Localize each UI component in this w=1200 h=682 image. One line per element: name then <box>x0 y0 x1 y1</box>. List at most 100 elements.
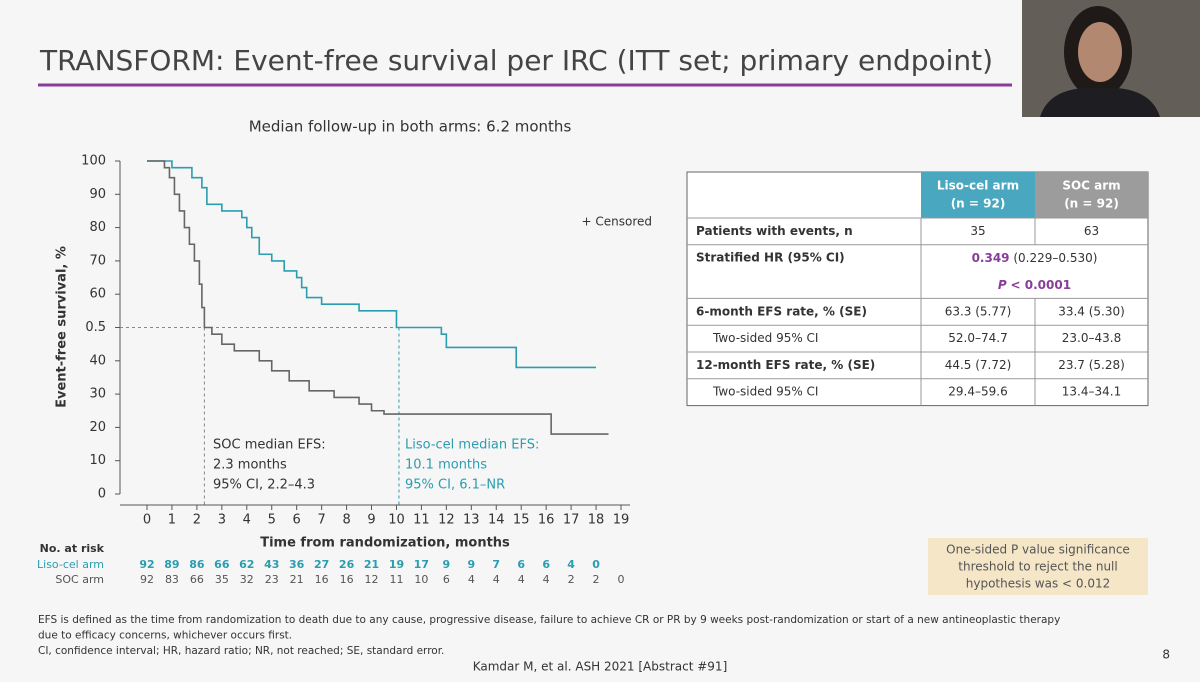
cell-part: (0.229–0.530) <box>1013 251 1097 265</box>
risk-count: 27 <box>314 558 329 571</box>
risk-count: 32 <box>240 573 254 586</box>
x-axis-label: Time from randomization, months <box>260 536 510 551</box>
median-annotation: Liso-cel median EFS: <box>405 438 539 453</box>
risk-count: 11 <box>389 573 403 586</box>
x-tick-label: 5 <box>268 513 276 528</box>
median-annotation: SOC median EFS: <box>213 438 326 453</box>
risk-row-label: SOC arm <box>55 573 104 586</box>
citation: Kamdar M, et al. ASH 2021 [Abstract #91] <box>473 660 728 674</box>
risk-count: 4 <box>567 558 575 571</box>
table-cell: 29.4–59.6 <box>948 385 1007 399</box>
risk-count: 12 <box>365 573 379 586</box>
risk-count: 86 <box>189 558 205 571</box>
risk-count: 17 <box>414 558 429 571</box>
row-label: Stratified HR (95% CI) <box>696 251 845 265</box>
x-tick-label: 19 <box>613 513 630 528</box>
y-tick-label: 0 <box>98 487 106 502</box>
risk-count: 7 <box>492 558 500 571</box>
km-curve <box>147 160 609 435</box>
header-soc <box>1035 172 1148 218</box>
censored-legend: + Censored <box>582 215 653 229</box>
table-cell: 52.0–74.7 <box>948 331 1007 345</box>
chart-subtitle: Median follow-up in both arms: 6.2 month… <box>249 118 572 136</box>
row-label: 6-month EFS rate, % (SE) <box>696 304 867 318</box>
risk-count: 19 <box>389 558 404 571</box>
table-cell: 23.7 (5.28) <box>1058 358 1125 372</box>
x-tick-label: 9 <box>367 513 375 528</box>
x-tick-label: 10 <box>388 513 405 528</box>
risk-count: 66 <box>190 573 204 586</box>
y-tick-label: 30 <box>89 387 106 402</box>
risk-count: 35 <box>215 573 229 586</box>
risk-count: 23 <box>265 573 279 586</box>
risk-count: 89 <box>164 558 179 571</box>
risk-count: 6 <box>542 558 550 571</box>
cell-part: < 0.0001 <box>1011 278 1072 292</box>
row-label: Patients with events, n <box>696 224 853 238</box>
risk-count: 4 <box>543 573 550 586</box>
footnote: CI, confidence interval; HR, hazard rati… <box>38 645 444 657</box>
x-tick-label: 8 <box>342 513 350 528</box>
y-tick-label: 10 <box>89 453 106 468</box>
table-cell: 0.349 (0.229–0.530) <box>972 251 1098 265</box>
row-label: 12-month EFS rate, % (SE) <box>696 358 875 372</box>
risk-count: 36 <box>289 558 305 571</box>
x-tick-label: 15 <box>513 513 530 528</box>
column-header: (n = 92) <box>951 197 1006 211</box>
risk-count: 2 <box>593 573 600 586</box>
y-tick-label: 70 <box>89 253 106 268</box>
column-header: SOC arm <box>1062 179 1120 193</box>
table-cell: 35 <box>970 224 985 238</box>
x-tick-label: 6 <box>293 513 301 528</box>
x-tick-label: 11 <box>413 513 430 528</box>
y-axis-label: Event-free survival, % <box>55 246 70 408</box>
median-annotation: 10.1 months <box>405 458 487 473</box>
x-tick-label: 2 <box>193 513 201 528</box>
webcam-body <box>1040 87 1160 117</box>
x-tick-label: 1 <box>168 513 176 528</box>
x-tick-label: 18 <box>588 513 605 528</box>
median-annotation: 95% CI, 6.1–NR <box>405 478 505 493</box>
risk-count: 9 <box>467 558 475 571</box>
risk-count: 92 <box>140 573 154 586</box>
risk-count: 0 <box>618 573 625 586</box>
median-annotation: 2.3 months <box>213 458 287 473</box>
x-tick-label: 3 <box>218 513 226 528</box>
x-tick-label: 17 <box>563 513 580 528</box>
table-cell: 63 <box>1084 224 1099 238</box>
table-cell: 44.5 (7.72) <box>945 358 1012 372</box>
km-curve <box>147 160 597 369</box>
webcam <box>1022 0 1200 117</box>
cell-part: P <box>998 278 1007 292</box>
risk-count: 21 <box>290 573 304 586</box>
footnote: EFS is defined as the time from randomiz… <box>38 614 1060 626</box>
risk-count: 0 <box>592 558 600 571</box>
risk-count: 9 <box>443 558 451 571</box>
webcam-face <box>1078 22 1122 82</box>
y-tick-label: 80 <box>89 220 106 235</box>
y-tick-label: 60 <box>89 287 106 302</box>
y-tick-label: 20 <box>89 420 106 435</box>
row-label: Two-sided 95% CI <box>712 385 818 399</box>
y-tick-label: 100 <box>81 154 106 169</box>
y-tick-label: 0.5 <box>85 320 106 335</box>
threshold-text: hypothesis was < 0.012 <box>966 577 1110 591</box>
risk-count: 6 <box>517 558 525 571</box>
risk-count: 6 <box>443 573 450 586</box>
risk-count: 4 <box>518 573 525 586</box>
risk-count: 16 <box>340 573 354 586</box>
risk-row-label: Liso-cel arm <box>37 558 104 571</box>
threshold-text: threshold to reject the null <box>958 560 1117 574</box>
x-tick-label: 12 <box>438 513 455 528</box>
risk-count: 4 <box>468 573 475 586</box>
risk-count: 21 <box>364 558 379 571</box>
risk-count: 2 <box>568 573 575 586</box>
y-tick-label: 90 <box>89 187 106 202</box>
x-tick-label: 16 <box>538 513 555 528</box>
risk-count: 16 <box>315 573 329 586</box>
y-tick-label: 40 <box>89 353 106 368</box>
row-label: Two-sided 95% CI <box>712 331 818 345</box>
risk-count: 83 <box>165 573 179 586</box>
table-cell: 33.4 (5.30) <box>1058 304 1125 318</box>
